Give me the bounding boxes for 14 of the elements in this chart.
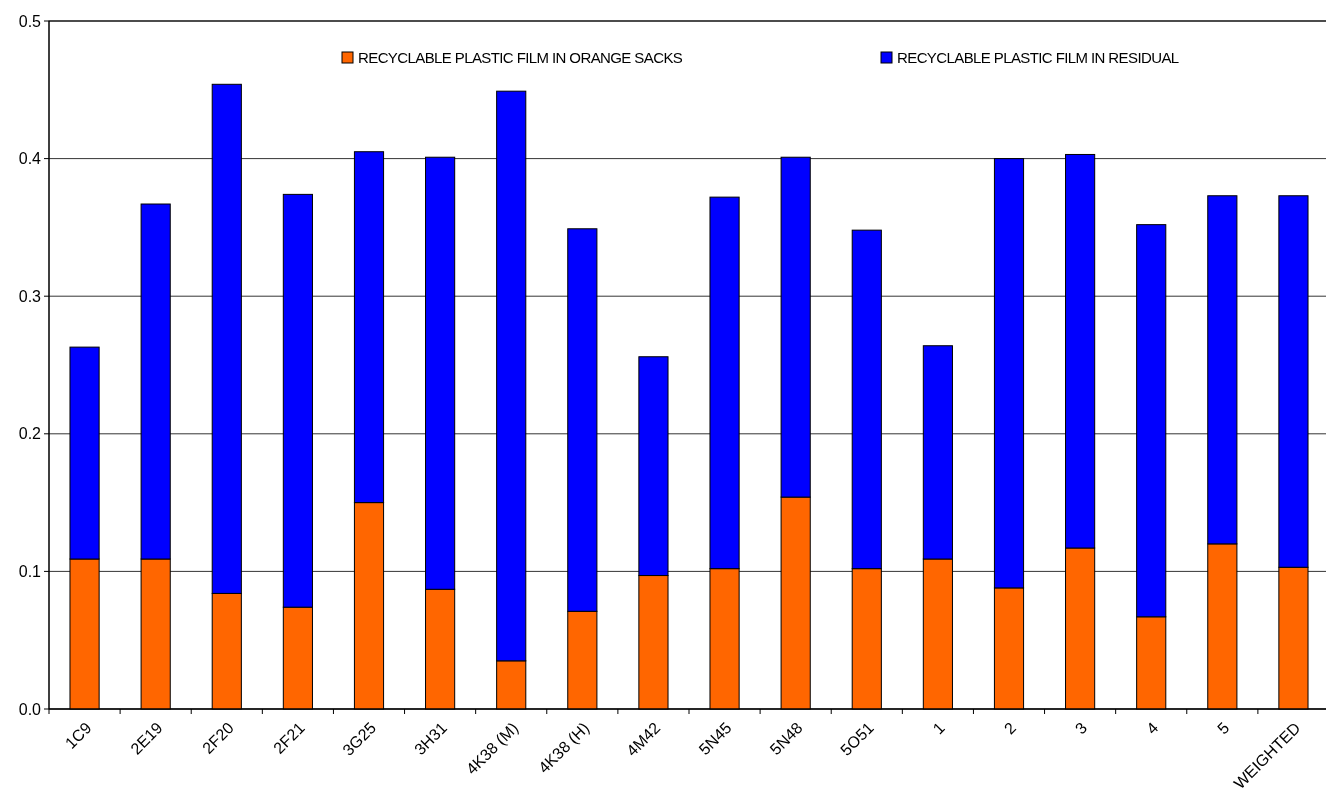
x-tick-label: 4	[1142, 718, 1162, 738]
x-tick-label: 5	[1214, 718, 1233, 738]
legend-label: RECYCLABLE PLASTIC FILM IN ORANGE SACKS	[358, 49, 683, 67]
y-tick-label: 0.0	[18, 700, 42, 718]
x-tick-label: 1	[929, 718, 949, 738]
y-tick-label: 0.4	[18, 150, 42, 168]
x-tick-label: 3	[1071, 718, 1091, 738]
x-tick-label: 1C9	[61, 718, 95, 752]
y-tick-label: 0.2	[18, 425, 42, 443]
y-tick-label: 0.5	[18, 12, 42, 30]
legend-label: RECYCLABLE PLASTIC FILM IN RESIDUAL	[897, 49, 1179, 67]
y-tick-label: 0.1	[18, 563, 42, 580]
x-tick-label: 2	[1000, 718, 1020, 738]
y-tick-label: 0.3	[18, 287, 42, 305]
